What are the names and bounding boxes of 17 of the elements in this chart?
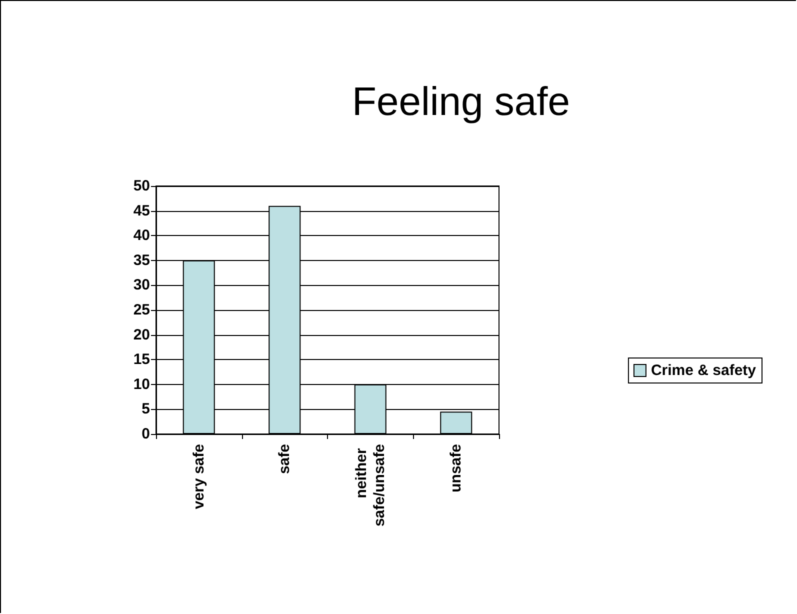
- x-tick-label: neither safe/unsafe: [352, 444, 388, 527]
- y-tick-label: 50: [133, 178, 150, 194]
- y-tick-label: 15: [133, 351, 150, 368]
- chart-title: Feeling safe: [352, 80, 570, 124]
- y-tick-label: 35: [133, 252, 150, 269]
- y-tick-label: 45: [133, 202, 150, 220]
- y-tick-label: 10: [133, 376, 150, 393]
- y-tick-label: 20: [133, 326, 150, 344]
- y-tick-label: 40: [133, 227, 150, 244]
- y-tick-label: 25: [133, 302, 150, 318]
- x-tick-label: very safe: [190, 444, 208, 510]
- y-tick-label: 5: [142, 400, 150, 418]
- x-tick-label: safe: [276, 444, 294, 474]
- y-tick-label: 0: [142, 426, 150, 442]
- x-tick-label: unsafe: [448, 444, 465, 492]
- legend-label: Crime & safety: [650, 362, 757, 379]
- y-tick-label: 30: [133, 276, 150, 294]
